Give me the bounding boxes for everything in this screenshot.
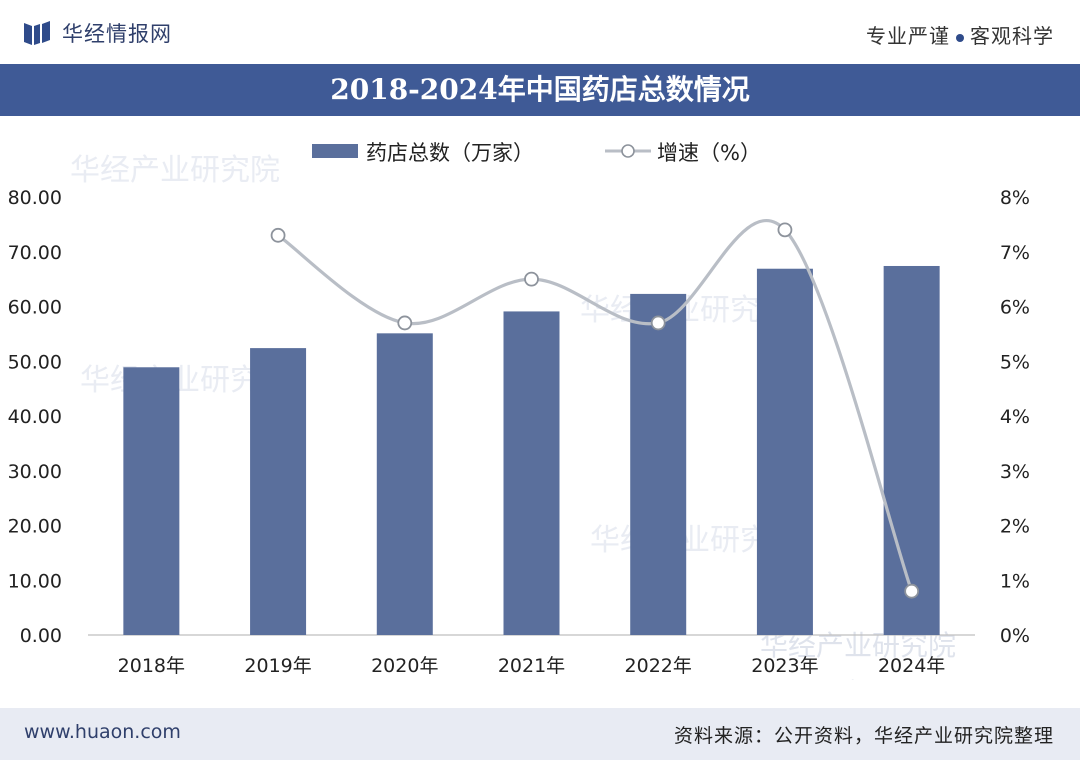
growth-point <box>397 315 413 331</box>
y-left-tick-label: 70.00 <box>8 242 62 264</box>
growth-point <box>650 315 666 331</box>
y-left-tick-label: 50.00 <box>8 351 62 373</box>
title-bar: 2018-2024年中国药店总数情况 <box>0 64 1080 116</box>
x-tick-label: 2024年 <box>878 655 945 677</box>
legend-line-marker <box>621 144 635 158</box>
legend: 药店总数（万家） 增速（%） <box>312 141 761 165</box>
legend-line-label: 增速（%） <box>657 141 761 165</box>
legend-bar-swatch <box>312 144 358 158</box>
x-tick-label: 2023年 <box>751 655 818 677</box>
x-tick-label: 2020年 <box>371 655 438 677</box>
y-left-tick-label: 80.00 <box>8 187 62 209</box>
y-right-tick-label: 5% <box>1000 351 1030 373</box>
header: 华经情报网 专业严谨 客观科学 <box>0 0 1080 58</box>
y-left-tick-label: 0.00 <box>20 625 62 647</box>
y-right-tick-label: 6% <box>1000 297 1030 319</box>
y-left-tick-label: 30.00 <box>8 461 62 483</box>
growth-point <box>904 583 920 599</box>
bar-pharmacy-count <box>503 311 560 635</box>
x-tick-label: 2018年 <box>118 655 185 677</box>
footer-url[interactable]: www.huaon.com <box>24 721 181 743</box>
growth-point <box>270 227 286 243</box>
y-left-tick-label: 20.00 <box>8 516 62 538</box>
bar-pharmacy-count <box>376 333 433 635</box>
footer: www.huaon.com 资料来源：公开资料，华经产业研究院整理 <box>0 708 1080 760</box>
bars <box>123 265 940 635</box>
slogan-left: 专业严谨 <box>866 24 950 48</box>
y-right-tick-label: 4% <box>1000 406 1030 428</box>
slogan: 专业严谨 客观科学 <box>866 20 1054 49</box>
y-right-tick-label: 7% <box>1000 242 1030 264</box>
bar-pharmacy-count <box>883 265 940 635</box>
x-tick-label: 2019年 <box>244 655 311 677</box>
huajing-logo-icon <box>24 21 50 45</box>
legend-bar-label: 药店总数（万家） <box>366 141 534 165</box>
growth-point <box>777 222 793 238</box>
y-right-tick-label: 0% <box>1000 625 1030 647</box>
y-right-tick-label: 3% <box>1000 461 1030 483</box>
y-left-tick-label: 60.00 <box>8 297 62 319</box>
bar-pharmacy-count <box>250 348 307 635</box>
x-tick-label: 2021年 <box>498 655 565 677</box>
growth-point <box>524 271 539 287</box>
y-right-tick-label: 8% <box>1000 187 1030 209</box>
bar-pharmacy-count <box>630 293 687 635</box>
bar-pharmacy-count <box>756 268 813 635</box>
chart-title: 2018-2024年中国药店总数情况 <box>330 73 750 106</box>
slogan-right: 客观科学 <box>970 24 1054 48</box>
y-left-tick-label: 40.00 <box>8 406 62 428</box>
slogan-dot-icon <box>956 33 964 42</box>
growth-line <box>270 219 920 599</box>
watermark-url: www.huaon.com <box>790 677 978 680</box>
y-right-tick-label: 2% <box>1000 516 1030 538</box>
brand[interactable]: 华经情报网 <box>24 18 172 48</box>
brand-name: 华经情报网 <box>62 22 172 46</box>
watermark-name: 华经产业研究院 <box>70 153 280 188</box>
y-right-tick-label: 1% <box>1000 570 1030 592</box>
chart: 华经产业研究院 华经产业研究院 华经产业研究院 华经产业研究院 华经产业研究院 … <box>8 141 1030 680</box>
y-left-tick-label: 10.00 <box>8 570 62 592</box>
bar-pharmacy-count <box>123 367 180 635</box>
footer-source: 资料来源：公开资料，华经产业研究院整理 <box>673 725 1054 747</box>
x-tick-label: 2022年 <box>625 655 692 677</box>
